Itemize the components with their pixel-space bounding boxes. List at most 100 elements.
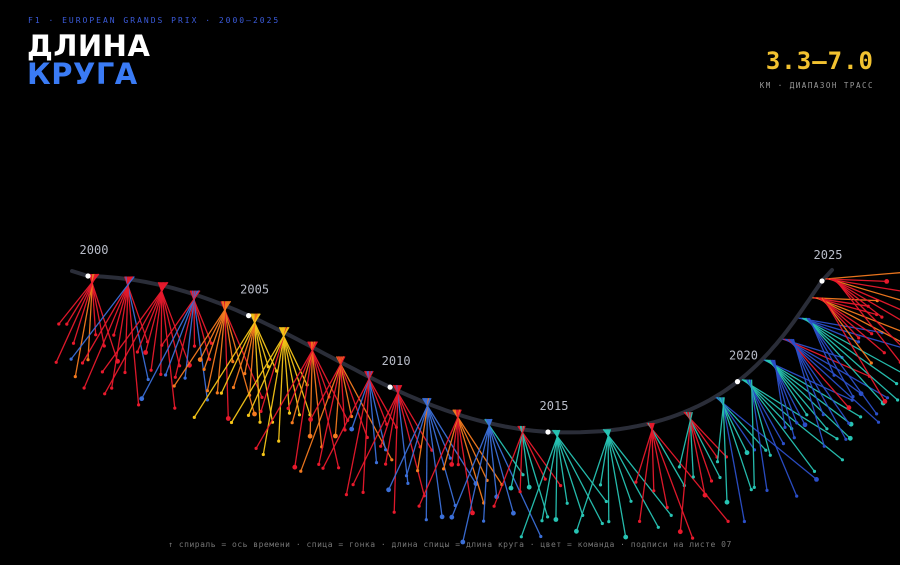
race-spoke xyxy=(785,338,862,395)
race-spoke xyxy=(220,313,260,394)
race-spoke-end xyxy=(553,517,559,522)
race-spoke-end xyxy=(225,416,231,421)
race-spoke-end xyxy=(752,485,756,489)
race-spoke-end xyxy=(197,357,203,362)
race-spoke-end xyxy=(112,333,116,337)
race-spoke-end xyxy=(812,469,817,473)
race-spoke xyxy=(716,396,767,451)
race-spoke-end xyxy=(406,481,410,485)
race-spoke-end xyxy=(742,519,747,524)
race-spoke xyxy=(828,278,900,301)
race-spoke-end xyxy=(146,377,150,382)
race-spoke-end xyxy=(805,413,809,417)
race-spoke-end xyxy=(260,395,264,399)
season-spokes-2002 xyxy=(100,281,192,410)
race-spoke xyxy=(554,429,584,516)
race-spoke-end xyxy=(219,391,223,395)
race-spoke xyxy=(829,278,900,311)
race-spoke xyxy=(55,273,97,363)
race-spoke-end xyxy=(110,386,114,390)
race-spoke xyxy=(396,385,409,484)
year-marker-2010 xyxy=(387,384,393,390)
race-spoke-end xyxy=(822,444,826,448)
race-spoke xyxy=(260,327,288,412)
race-spoke xyxy=(164,290,199,376)
race-spoke xyxy=(451,418,493,518)
race-spoke xyxy=(125,276,149,380)
race-spoke-end xyxy=(82,386,86,390)
race-spoke xyxy=(831,278,900,321)
race-spoke xyxy=(384,384,400,465)
race-spoke-end xyxy=(139,396,145,402)
year-label-2020: 2020 xyxy=(729,349,758,363)
race-spoke xyxy=(223,301,229,419)
race-spoke-end xyxy=(286,406,290,410)
race-spoke-end xyxy=(885,396,890,400)
race-spoke-end xyxy=(308,417,313,422)
race-spoke xyxy=(741,379,838,440)
race-spoke xyxy=(455,409,474,514)
race-spoke xyxy=(252,313,274,423)
race-spoke xyxy=(424,397,456,506)
race-spoke xyxy=(462,418,492,543)
race-spoke-end xyxy=(540,519,544,523)
race-spoke xyxy=(553,429,603,524)
race-spoke xyxy=(425,398,443,517)
race-spoke-end xyxy=(344,493,348,497)
race-spoke xyxy=(310,341,323,447)
race-spoke xyxy=(253,313,261,423)
race-spoke-end xyxy=(149,368,153,372)
race-spoke-end xyxy=(629,499,633,503)
race-spoke xyxy=(816,297,900,343)
race-spoke-end xyxy=(895,382,899,386)
race-spoke-end xyxy=(137,403,141,407)
race-spoke-end xyxy=(715,460,720,464)
race-spoke-end xyxy=(448,456,452,460)
race-spoke xyxy=(192,290,209,400)
race-spoke xyxy=(716,397,725,462)
race-spoke-end xyxy=(634,480,638,484)
race-spoke xyxy=(602,428,672,516)
title-line-2: КРУГА xyxy=(27,57,138,91)
year-marker-2025 xyxy=(819,278,825,284)
season-spokes-2017 xyxy=(634,422,730,540)
race-spoke-end xyxy=(160,343,164,347)
race-spoke-end xyxy=(69,357,73,361)
race-spoke xyxy=(555,429,558,520)
race-spoke-end xyxy=(543,477,547,481)
race-spoke-end xyxy=(856,340,861,344)
race-spoke xyxy=(722,397,728,503)
race-spoke xyxy=(719,397,752,490)
kicker: F1 · EUROPEAN GRANDS PRIX · 2000–2025 xyxy=(28,16,281,25)
range-stat: 3.3–7.0 КМ · ДИАПАЗОН ТРАСС xyxy=(760,47,874,90)
race-spoke-end xyxy=(424,518,428,522)
race-spoke-end xyxy=(277,439,281,443)
race-spoke-end xyxy=(518,490,522,494)
race-spoke xyxy=(193,313,261,418)
race-spoke xyxy=(278,327,285,442)
race-spoke xyxy=(825,272,900,280)
race-spoke-end xyxy=(231,360,235,364)
race-spoke-end xyxy=(231,385,236,390)
race-spoke xyxy=(678,411,693,468)
race-spoke-end xyxy=(86,358,90,362)
season-spokes-2020 xyxy=(741,379,845,498)
race-spoke xyxy=(418,409,462,507)
race-spoke-end xyxy=(470,510,475,516)
race-spoke-end xyxy=(172,384,176,388)
race-spoke xyxy=(345,370,372,495)
race-spoke-end xyxy=(57,322,61,326)
race-spoke-end xyxy=(123,370,127,375)
race-spoke xyxy=(607,429,610,522)
race-spoke-end xyxy=(875,412,879,416)
race-spoke-end xyxy=(374,461,379,465)
race-spoke xyxy=(520,429,561,538)
race-spoke-end xyxy=(718,475,722,480)
race-spoke-end xyxy=(392,510,396,514)
race-spoke-end xyxy=(726,519,730,524)
race-spoke-end xyxy=(384,462,388,466)
race-spoke-end xyxy=(709,479,714,483)
race-spoke-end xyxy=(623,534,629,540)
race-spoke xyxy=(174,290,197,378)
